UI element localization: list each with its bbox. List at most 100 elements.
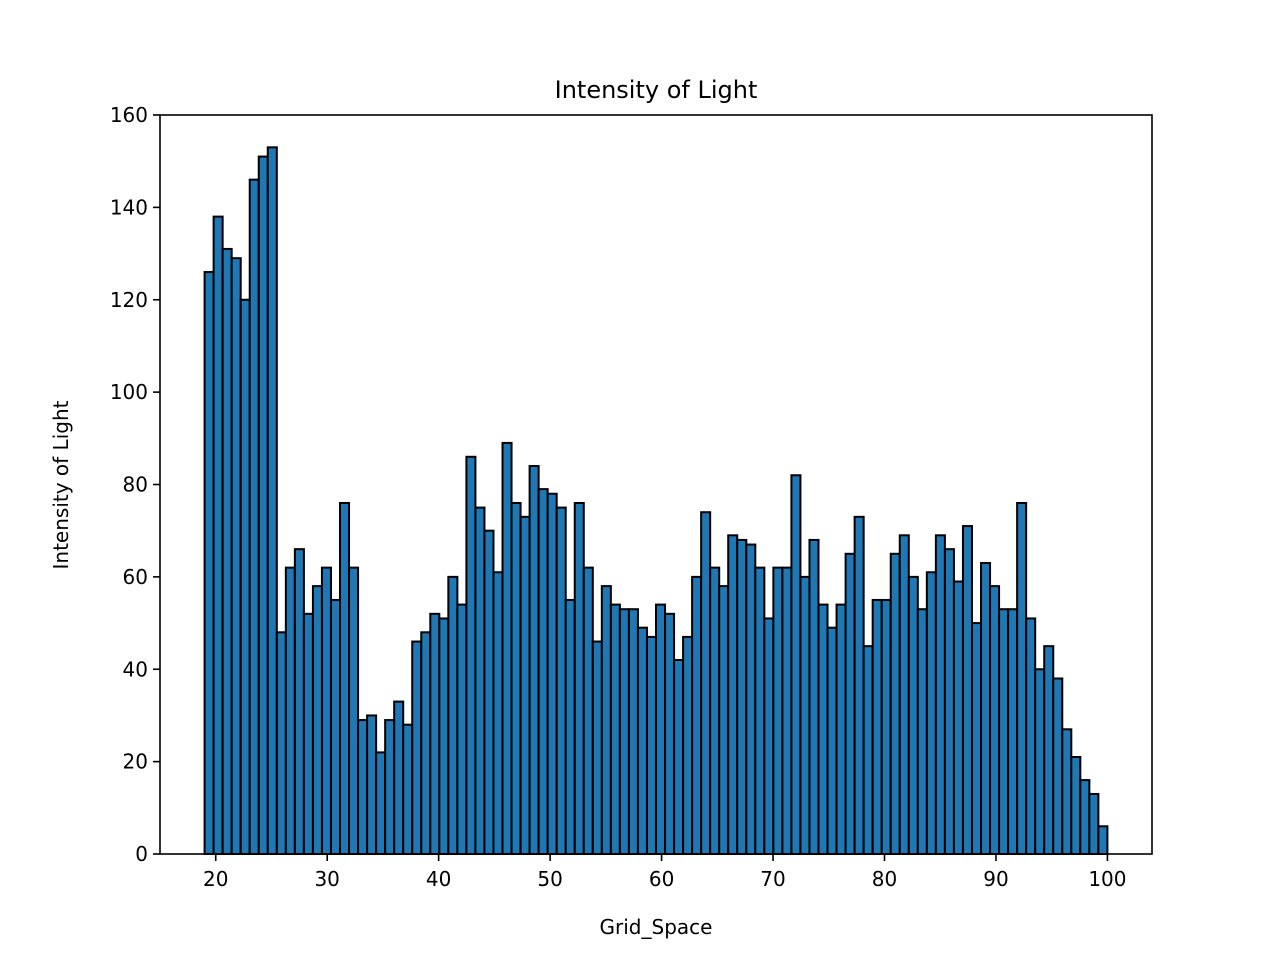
histogram-bar — [727, 534, 739, 856]
histogram-bar — [1061, 728, 1073, 856]
histogram-bar — [573, 501, 585, 855]
histogram-bar — [483, 529, 495, 855]
histogram-bar — [1097, 825, 1109, 855]
y-tick-label: 20 — [123, 750, 148, 774]
histogram-bar — [266, 146, 278, 856]
histogram-bar — [429, 612, 441, 856]
y-tick-label: 160 — [110, 103, 148, 127]
histogram-bar — [943, 548, 955, 855]
histogram-bar — [853, 515, 865, 855]
histogram-bar — [384, 719, 396, 856]
histogram-bar — [339, 501, 351, 855]
histogram-bar — [411, 640, 423, 855]
histogram-bar — [438, 617, 450, 855]
histogram-bar — [844, 552, 856, 855]
histogram-bar — [673, 659, 685, 856]
x-tick-label: 20 — [203, 867, 228, 891]
histogram-bar — [1034, 668, 1046, 855]
histogram-bar — [1007, 608, 1019, 855]
histogram-bar — [998, 608, 1010, 855]
histogram-bar — [763, 617, 775, 855]
histogram-bar — [799, 575, 811, 855]
histogram-bar — [1052, 677, 1064, 855]
histogram-bar — [311, 585, 323, 855]
histogram-bar — [257, 155, 269, 856]
y-axis-label: Intensity of Light — [49, 400, 73, 569]
x-tick-label: 90 — [983, 867, 1008, 891]
histogram-bar — [772, 566, 784, 855]
histogram-bar — [645, 635, 657, 856]
histogram-bar — [465, 455, 477, 855]
histogram-bar — [248, 178, 260, 856]
histogram-bar — [555, 506, 567, 855]
x-tick-label: 70 — [760, 867, 785, 891]
x-axis-ticks: 20 30 40 50 60 70 80 90 100 — [203, 854, 1127, 891]
histogram-bar — [366, 714, 378, 855]
histogram-bar — [655, 603, 667, 856]
histogram-bar — [952, 580, 964, 856]
histogram-bar — [609, 603, 621, 856]
histogram-bar — [709, 566, 721, 855]
histogram-bar — [907, 575, 919, 855]
histogram-bar — [393, 700, 405, 855]
histogram-bar — [682, 635, 694, 856]
histogram-bar — [546, 492, 558, 855]
histogram-bar — [329, 598, 342, 855]
histogram-bar — [898, 534, 910, 856]
x-tick-label: 100 — [1088, 867, 1126, 891]
x-tick-label: 80 — [872, 867, 897, 891]
y-tick-label: 120 — [110, 288, 148, 312]
histogram-bar — [826, 626, 838, 856]
x-tick-label: 40 — [426, 867, 451, 891]
histogram-bar — [284, 566, 296, 855]
histogram-bar — [474, 506, 486, 855]
histogram-bar — [980, 562, 992, 855]
histogram-bar — [402, 723, 414, 855]
histogram-bar — [627, 608, 639, 855]
histogram-bar — [961, 525, 973, 855]
y-axis-ticks: 0 20 40 60 80 100 120 140 160 — [110, 103, 160, 866]
y-tick-label: 140 — [110, 195, 148, 219]
histogram-bar — [1079, 779, 1091, 855]
histogram-bar — [989, 585, 1001, 855]
histogram-bar — [357, 719, 369, 856]
histogram-bar — [664, 612, 676, 856]
histogram-bar — [203, 271, 215, 856]
histogram-bar — [420, 631, 432, 855]
histogram-bar — [519, 515, 531, 855]
histogram-bar — [880, 598, 892, 855]
histogram-bar — [456, 603, 468, 856]
histogram-bar — [1016, 501, 1028, 855]
histogram-bar — [320, 566, 332, 855]
histogram-bar — [1088, 792, 1100, 855]
histogram-bar — [348, 566, 360, 855]
histogram-bar — [916, 608, 928, 855]
histogram-bar — [1070, 756, 1082, 855]
histogram-bar — [212, 215, 224, 856]
histogram-bar — [447, 575, 459, 855]
histogram-bar — [700, 511, 712, 856]
histogram-bar — [781, 566, 793, 855]
histogram-bar — [591, 640, 603, 855]
histogram-bar — [293, 548, 305, 855]
histogram-bar — [275, 631, 287, 855]
x-tick-label: 30 — [314, 867, 339, 891]
x-axis-label: Grid_Space — [600, 915, 713, 939]
histogram-bar — [691, 575, 703, 855]
histogram-bar — [582, 566, 594, 855]
x-tick-label: 50 — [537, 867, 562, 891]
histogram-bar — [871, 598, 883, 855]
histogram-bar — [889, 552, 901, 855]
histogram-bar — [925, 571, 937, 855]
histogram-bar — [492, 571, 504, 855]
x-tick-label: 60 — [649, 867, 674, 891]
y-tick-label: 40 — [123, 657, 148, 681]
histogram-bar — [564, 598, 576, 855]
y-tick-label: 100 — [110, 380, 148, 404]
y-tick-label: 60 — [123, 565, 148, 589]
histogram-bar — [862, 645, 874, 855]
histogram-bar — [230, 257, 242, 855]
histogram-bar — [970, 622, 983, 855]
y-tick-label: 80 — [123, 473, 148, 497]
